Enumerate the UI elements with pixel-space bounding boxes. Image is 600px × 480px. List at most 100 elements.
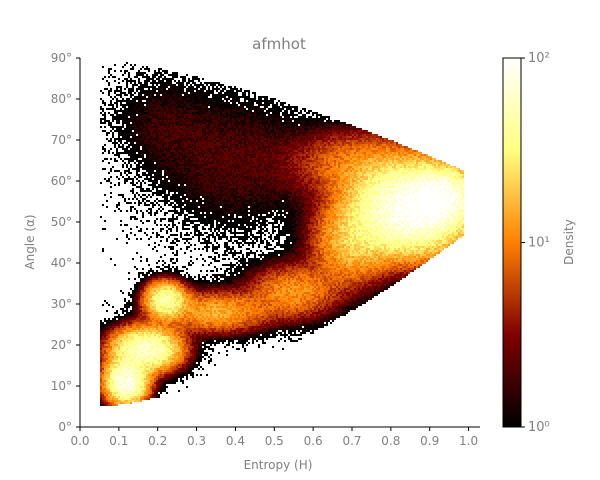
heatmap-cell [148,316,150,318]
heatmap-cell [174,272,176,274]
heatmap-cell [146,116,148,118]
heatmap-cell [158,76,160,78]
heatmap-cell [100,322,102,324]
heatmap-cell [130,88,132,90]
heatmap-cell [156,316,158,318]
heatmap-cell [158,390,160,392]
heatmap-cell [148,122,150,124]
heatmap-cell [136,110,138,112]
heatmap-cell [104,168,106,170]
heatmap-cell [172,318,174,320]
heatmap-cell [158,272,160,274]
heatmap-cell [188,118,190,120]
heatmap-cell [144,378,146,380]
heatmap-cell [100,376,102,378]
heatmap-cell [124,376,126,378]
heatmap-cell [172,362,174,364]
heatmap-cell [178,214,180,216]
heatmap-cell [180,356,182,358]
heatmap-cell [158,186,160,188]
heatmap-cell [182,326,184,328]
heatmap-cell [170,108,172,110]
heatmap-cell [136,142,138,144]
heatmap-cell [114,324,116,326]
heatmap-cell [108,322,110,324]
heatmap-cell [168,368,170,370]
heatmap-cell [138,130,140,132]
heatmap-cell [100,354,102,356]
heatmap-cell [152,350,154,352]
heatmap-cell [188,334,190,336]
heatmap-cell [102,356,104,358]
heatmap-cell [178,338,180,340]
heatmap-cell [136,320,138,322]
heatmap-cell [126,332,128,334]
heatmap-cell [182,220,184,222]
heatmap-cell [178,124,180,126]
heatmap-cell [182,330,184,332]
heatmap-cell [188,320,190,322]
heatmap-cell [170,306,172,308]
heatmap-cell [126,210,128,212]
heatmap-cell [186,374,188,376]
heatmap-cell [144,396,146,398]
heatmap-cell [124,372,126,374]
heatmap-cell [184,332,186,334]
heatmap-cell [114,370,116,372]
heatmap-cell [154,106,156,108]
heatmap-cell [180,198,182,200]
heatmap-cell [132,206,134,208]
heatmap-cell [174,292,176,294]
heatmap-cell [188,294,190,296]
heatmap-cell [138,176,140,178]
heatmap-cell [186,336,188,338]
heatmap-cell [178,290,180,292]
heatmap-cell [168,184,170,186]
heatmap-cell [136,120,138,122]
heatmap-cell [160,126,162,128]
heatmap-cell [138,312,140,314]
heatmap-cell [166,114,168,116]
heatmap-cell [154,126,156,128]
heatmap-cell [164,100,166,102]
heatmap-cell [176,128,178,130]
heatmap-cell [136,346,138,348]
heatmap-cell [136,104,138,106]
heatmap-cell [164,292,166,294]
heatmap-cell [104,88,106,90]
heatmap-cell [182,212,184,214]
heatmap-cell [186,148,188,150]
heatmap-cell [128,372,130,374]
heatmap-cell [138,334,140,336]
heatmap-cell [152,168,154,170]
heatmap-cell [182,138,184,140]
heatmap-cell [162,80,164,82]
heatmap-cell [100,182,102,184]
heatmap-cell [102,152,104,154]
heatmap-cell [134,398,136,400]
heatmap-cell [140,220,142,222]
heatmap-cell [130,156,132,158]
heatmap-cell [146,320,148,322]
heatmap-cell [136,136,138,138]
heatmap-cell [104,148,106,150]
heatmap-cell [186,362,188,364]
heatmap-cell [132,314,134,316]
heatmap-cell [148,388,150,390]
heatmap-cell [170,380,172,382]
heatmap-cell [184,170,186,172]
heatmap-cell [102,334,104,336]
heatmap-cell [130,370,132,372]
heatmap-cell [150,174,152,176]
heatmap-cell [170,296,172,298]
heatmap-cell [154,348,156,350]
heatmap-cell [146,148,148,150]
heatmap-cell [180,202,182,204]
heatmap-cell [128,330,130,332]
heatmap-cell [144,280,146,282]
heatmap-cell [132,116,134,118]
heatmap-cell [122,378,124,380]
heatmap-cell [178,116,180,118]
heatmap-cell [158,204,160,206]
heatmap-cell [108,150,110,152]
